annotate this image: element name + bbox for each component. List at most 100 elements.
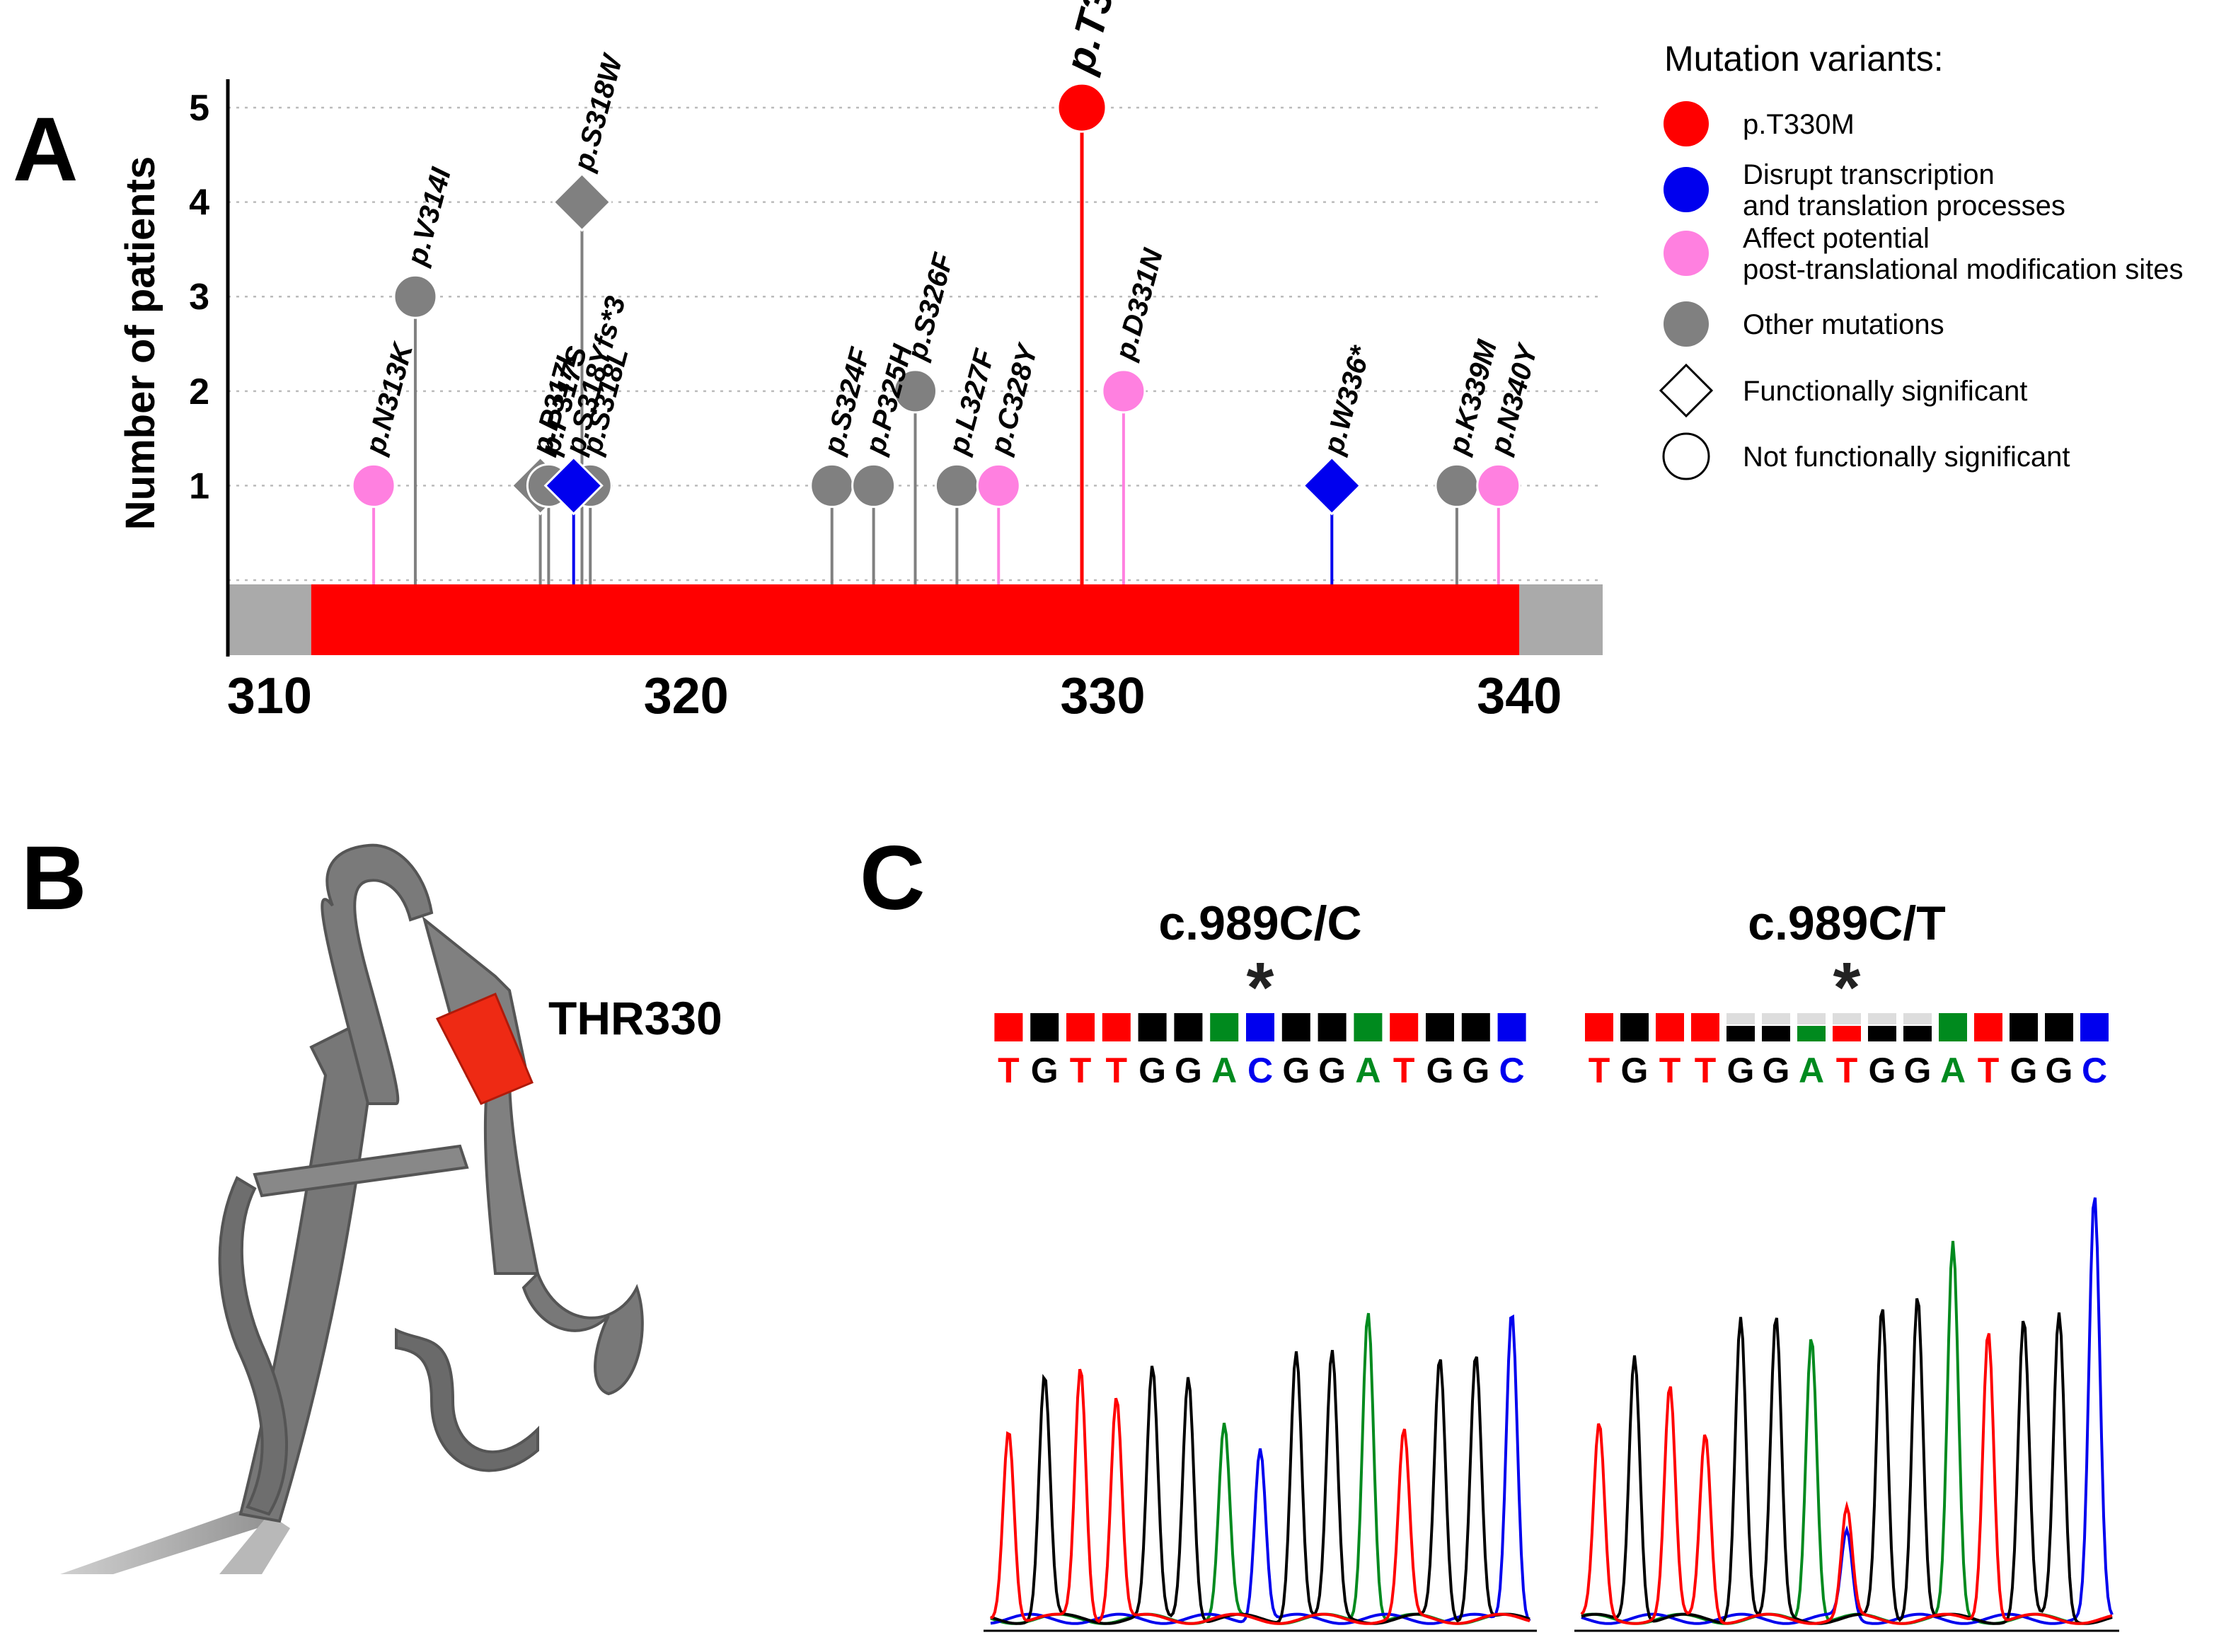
legend-items: p.T330M Disrupt transcription and translat… [1659, 101, 2184, 480]
base-call-2-7: T [1836, 1051, 1858, 1090]
base-call-1-10: A [1355, 1051, 1380, 1090]
domain-bar [228, 584, 1603, 655]
quality-square-2-2 [1656, 1013, 1684, 1041]
quality-square-1-12 [1426, 1013, 1454, 1041]
quality-square-2-9 [1903, 1026, 1932, 1041]
legend-sig-swatch [1659, 363, 1714, 418]
legend-nonsig-swatch [1662, 432, 1710, 480]
quality-bg-2-9 [1903, 1013, 1932, 1024]
mutation-labels: p.N313Kp.V314Ip.P317Lp.P317Sp.S318Wp.S31… [359, 0, 1544, 458]
label-pw336: p.W336* [1318, 342, 1377, 458]
quality-square-1-4 [1138, 1013, 1167, 1041]
base-call-1-5: G [1175, 1051, 1202, 1090]
base-call-1-13: G [1462, 1051, 1489, 1090]
ribbon-loop-right [521, 1271, 644, 1396]
label-ps318w: p.S318W [567, 50, 629, 175]
legend-t330m-swatch [1664, 101, 1709, 146]
base-call-2-11: T [1978, 1051, 2000, 1090]
head-ps318w [552, 172, 612, 232]
head-ps324f [809, 463, 855, 508]
base-call-2-14: C [2082, 1051, 2107, 1090]
base-call-1-7: C [1247, 1051, 1273, 1090]
quality-square-2-3 [1691, 1013, 1719, 1041]
trace-T-1 [989, 1368, 1530, 1625]
quality-square-2-7 [1833, 1026, 1861, 1041]
x-tick-320: 320 [644, 668, 729, 724]
label-pd331n: p.D331N [1109, 245, 1169, 364]
quality-bg-2-8 [1868, 1013, 1896, 1024]
ribbon-tail-right [219, 1514, 290, 1574]
base-call-2-0: T [1589, 1051, 1610, 1090]
quality-square-1-8 [1281, 1013, 1310, 1041]
y-tick-5: 5 [189, 88, 209, 129]
base-call-2-5: G [1763, 1051, 1790, 1090]
base-call-1-1: G [1031, 1051, 1059, 1090]
ribbon-strand-right [422, 915, 540, 1275]
base-call-2-9: G [1904, 1051, 1932, 1090]
quality-square-1-0 [994, 1013, 1023, 1041]
lollipop-chart: 1 2 3 4 5 310 320 330 340 Number of patients p.… [117, 0, 1603, 724]
quality-square-1-2 [1066, 1013, 1095, 1041]
domain-region [311, 584, 1520, 655]
label-pt330m: p.T330M [1056, 0, 1143, 79]
base-call-2-12: G [2010, 1051, 2038, 1090]
domain-flank-left [228, 584, 311, 655]
legend-title: Mutation variants: [1664, 39, 1944, 79]
base-call-2-3: T [1695, 1051, 1717, 1090]
legend-nonsig-label: Not functionally significant [1743, 441, 2070, 473]
legend-disrupt-swatch [1664, 167, 1709, 212]
y-tick-2: 2 [189, 371, 209, 412]
y-tick-labels: 1 2 3 4 5 [189, 88, 209, 507]
y-tick-4: 4 [189, 183, 209, 224]
head-pw336 [1302, 456, 1362, 516]
base-call-2-6: A [1799, 1051, 1824, 1090]
chromatogram-2: c.989C/T*T G T T G G A T G G A T G G C [1574, 896, 2119, 1632]
ribbon-cross-strip [253, 1144, 469, 1198]
quality-square-1-7 [1246, 1013, 1274, 1041]
chromatogram-1: c.989C/C*T G T T G G A C G G A T G G C [984, 896, 1537, 1632]
quality-square-1-13 [1461, 1013, 1490, 1041]
quality-square-2-0 [1585, 1013, 1613, 1041]
base-call-1-8: G [1282, 1051, 1310, 1090]
quality-square-2-12 [2010, 1013, 2038, 1041]
quality-square-1-1 [1030, 1013, 1059, 1041]
head-pn340y [1476, 463, 1521, 508]
base-call-2-13: G [2046, 1051, 2073, 1090]
legend-other-label: Other mutations [1743, 309, 1944, 340]
panel-b-letter: B [21, 828, 86, 929]
chromatograms: c.989C/C*T G T T G G A C G G A T G G Cc.989C/T*T G T T G G A… [984, 896, 2119, 1632]
base-call-1-11: T [1393, 1051, 1415, 1090]
base-call-2-2: T [1659, 1051, 1681, 1090]
base-call-2-4: G [1727, 1051, 1755, 1090]
quality-square-1-3 [1102, 1013, 1131, 1041]
quality-square-1-14 [1497, 1013, 1526, 1041]
quality-square-1-5 [1174, 1013, 1203, 1041]
trace-G-2 [1581, 1298, 2113, 1625]
quality-square-2-1 [1620, 1013, 1649, 1041]
quality-bg-2-6 [1797, 1013, 1826, 1024]
ribbon-coil-bottom [395, 1327, 539, 1472]
label-pv314i: p.V314I [401, 164, 457, 270]
head-pd331n [1101, 369, 1146, 414]
quality-square-1-11 [1390, 1013, 1419, 1041]
x-tick-310: 310 [227, 668, 312, 724]
panel-a-letter: A [13, 99, 78, 200]
base-call-1-4: G [1138, 1051, 1166, 1090]
y-tick-3: 3 [189, 277, 209, 318]
quality-square-2-6 [1797, 1026, 1826, 1041]
thr330-label: THR330 [548, 992, 722, 1044]
panel-c-letter: C [860, 828, 925, 929]
base-call-1-14: C [1499, 1051, 1525, 1090]
quality-bg-2-7 [1833, 1013, 1861, 1024]
base-call-1-3: T [1106, 1051, 1128, 1090]
x-tick-330: 330 [1060, 668, 1145, 724]
quality-square-1-10 [1354, 1013, 1383, 1041]
legend-disrupt-label: Disrupt transcription and translation pro… [1743, 159, 2065, 221]
head-pp325h [851, 463, 897, 508]
quality-bg-2-5 [1762, 1013, 1790, 1024]
legend-sig-label: Functionally significant [1743, 376, 2027, 407]
head-pt330m [1056, 82, 1107, 133]
base-call-2-10: A [1940, 1051, 1966, 1090]
x-tick-labels: 310 320 330 340 [227, 668, 1562, 724]
head-ps326f [893, 369, 938, 414]
